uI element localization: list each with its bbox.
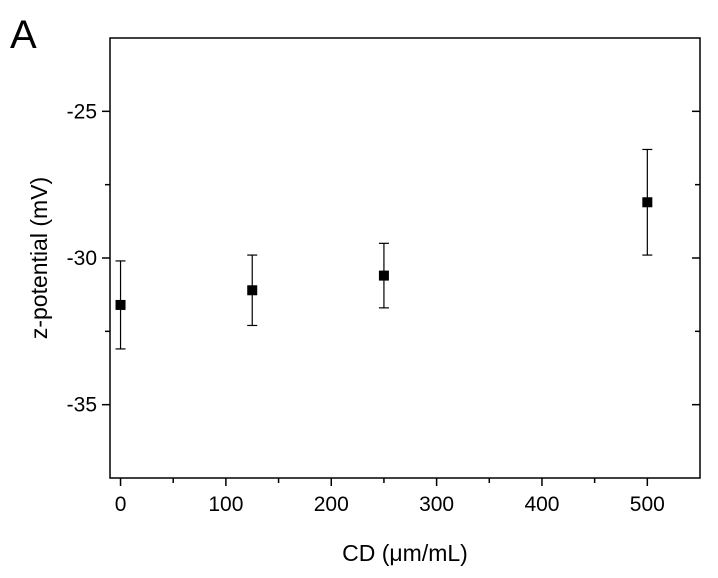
x-tick-label: 0 (115, 493, 127, 516)
x-tick-label: 300 (419, 493, 454, 516)
x-axis-title: CD (μm/mL) (342, 540, 468, 566)
plot-frame (109, 37, 701, 479)
data-series (115, 148, 653, 350)
y-axis-title: z-potential (mV) (26, 177, 52, 339)
data-point (642, 197, 653, 208)
y-tick-label: -35 (67, 394, 97, 417)
y-axis: -25 -30 -35 (67, 100, 700, 417)
data-point (247, 285, 258, 296)
x-tick-label: 100 (208, 493, 243, 516)
data-point (115, 299, 126, 310)
x-tick-label: 200 (314, 493, 349, 516)
x-axis: 0 100 200 300 400 500 (115, 478, 665, 516)
panel-label: A (10, 13, 37, 57)
data-point (378, 270, 389, 281)
x-tick-label: 400 (524, 493, 559, 516)
y-tick-label: -30 (67, 247, 97, 270)
y-tick-label: -25 (67, 100, 97, 123)
x-tick-label: 500 (630, 493, 665, 516)
